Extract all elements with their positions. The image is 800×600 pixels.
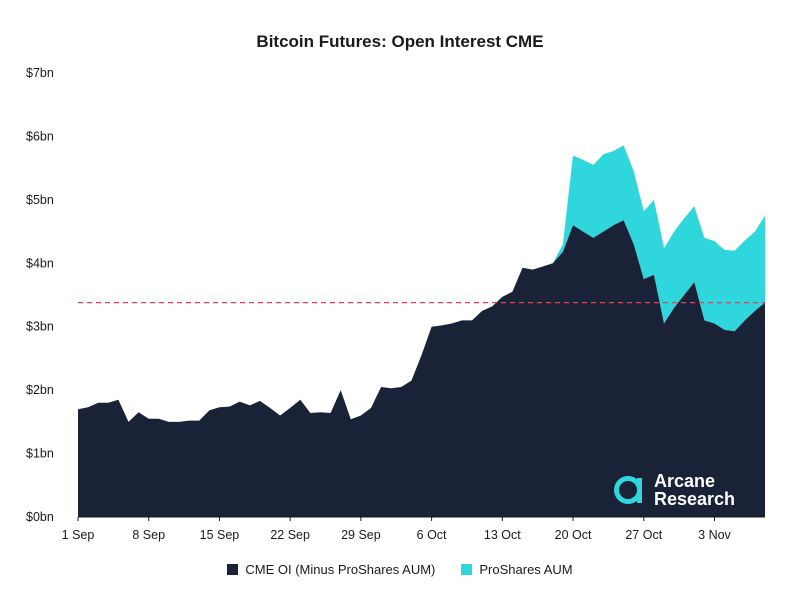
logo-text: Arcane Research xyxy=(654,472,735,508)
legend-item-proshares-aum: ProShares AUM xyxy=(461,562,573,577)
logo-line-2: Research xyxy=(654,489,736,509)
y-tick-label: $0bn xyxy=(26,510,54,524)
arcane-research-logo: Arcane Research xyxy=(612,472,735,508)
legend-label-proshares-aum: ProShares AUM xyxy=(479,562,573,577)
y-tick-label: $1bn xyxy=(26,447,54,461)
x-tick-label: 22 Sep xyxy=(270,528,310,542)
plot-areas xyxy=(78,145,765,517)
x-tick-label: 1 Sep xyxy=(62,528,95,542)
legend-label-cme-oi: CME OI (Minus ProShares AUM) xyxy=(245,562,436,577)
series-area-proshares-aum xyxy=(78,145,765,422)
x-axis-ticks: 1 Sep 8 Sep 15 Sep 22 Sep 29 Sep 6 Oct 13 Oct 2… xyxy=(62,517,732,542)
y-tick-label: $7bn xyxy=(26,66,54,80)
x-tick-label: 6 Oct xyxy=(417,528,447,542)
arcane-a-icon xyxy=(614,476,642,504)
x-tick-label: 27 Oct xyxy=(625,528,662,542)
x-tick-label: 3 Nov xyxy=(698,528,731,542)
x-tick-label: 20 Oct xyxy=(555,528,592,542)
chart-title: Bitcoin Futures: Open Interest CME xyxy=(256,32,544,51)
y-tick-label: $4bn xyxy=(26,256,54,270)
y-tick-label: $5bn xyxy=(26,193,54,207)
x-tick-label: 13 Oct xyxy=(484,528,521,542)
y-tick-label: $6bn xyxy=(26,129,54,143)
y-tick-label: $3bn xyxy=(26,320,54,334)
legend-swatch-cme-oi xyxy=(227,564,239,575)
x-tick-label: 29 Sep xyxy=(341,528,381,542)
x-tick-label: 15 Sep xyxy=(200,528,240,542)
y-tick-label: $2bn xyxy=(26,383,54,397)
x-tick-label: 8 Sep xyxy=(132,528,165,542)
y-axis-ticks: $0bn $1bn $2bn $3bn $4bn $5bn $6bn $7bn xyxy=(26,66,54,524)
series-area-cme-oi xyxy=(78,220,765,517)
legend: CME OI (Minus ProShares AUM) ProShares A… xyxy=(0,562,800,577)
legend-item-cme-oi: CME OI (Minus ProShares AUM) xyxy=(227,562,435,577)
logo-line-1: Arcane xyxy=(654,471,716,491)
legend-swatch-proshares-aum xyxy=(461,564,473,575)
